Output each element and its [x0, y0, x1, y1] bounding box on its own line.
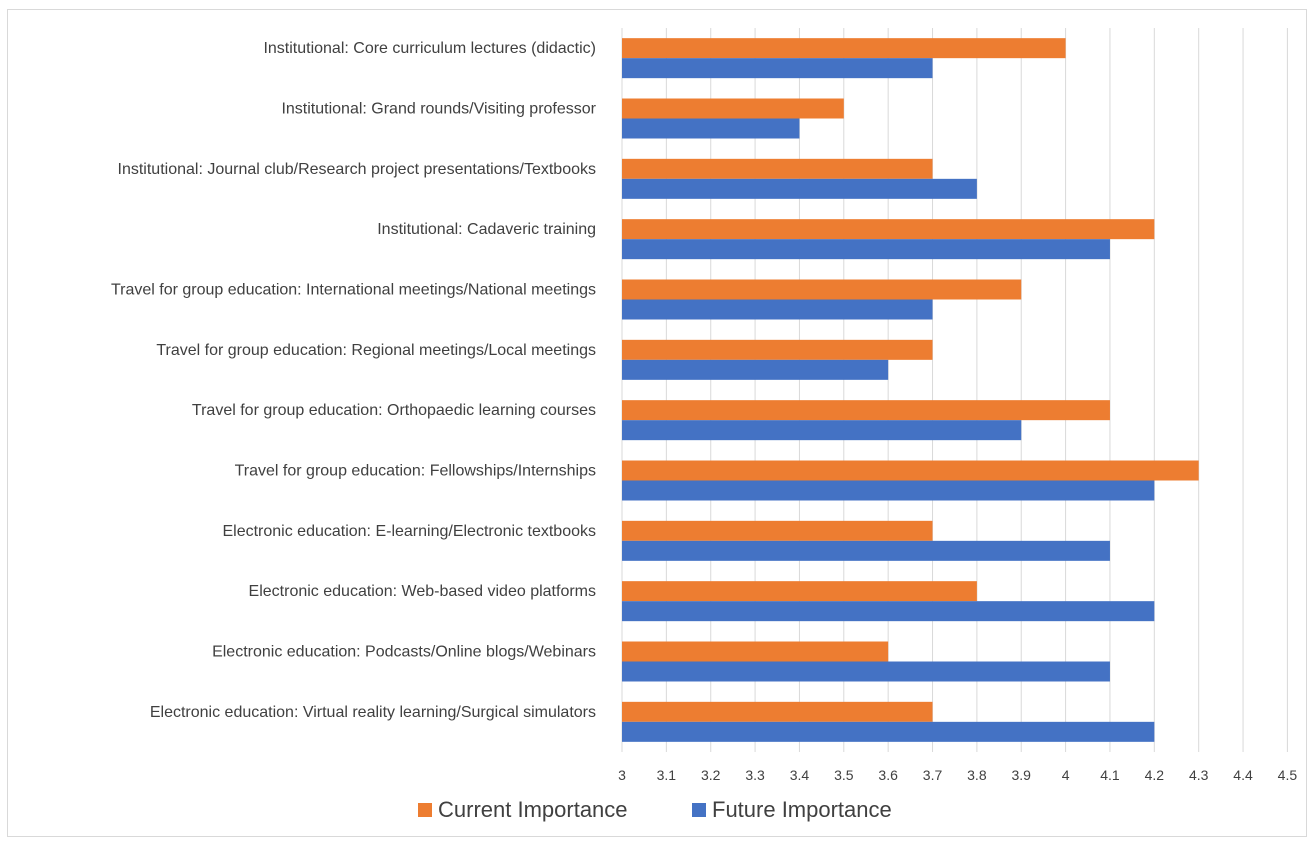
bar-future-importance — [622, 178, 977, 199]
legend: Current Importance Future Importance — [418, 797, 892, 822]
bar-future-importance — [622, 661, 1110, 682]
category-label: Electronic education: Virtual reality le… — [150, 704, 596, 721]
x-tick-label: 4.2 — [1145, 767, 1165, 783]
category-label: Electronic education: Web-based video pl… — [249, 583, 596, 600]
bar-future-importance — [622, 299, 933, 320]
bar-current-importance — [622, 641, 889, 662]
x-tick-label: 3.6 — [878, 767, 898, 783]
bar-current-importance — [622, 98, 844, 119]
x-tick-label: 4.3 — [1189, 767, 1209, 783]
bar-current-importance — [622, 219, 1155, 240]
category-label: Travel for group education: Fellowships/… — [235, 463, 596, 480]
gridlines — [621, 28, 1288, 752]
bar-current-importance — [622, 38, 1066, 59]
bar-future-importance — [622, 58, 933, 79]
x-tick-labels: 3 3.1 3.2 3.3 3.4 3.5 3.6 3.7 3.8 3.9 4 4.1 4.2 4.3 4.… — [618, 767, 1297, 783]
bar-future-importance — [622, 359, 889, 380]
category-label: Institutional: Core curriculum lectures … — [263, 40, 596, 57]
legend-label-current-importance: Current Importance — [438, 797, 628, 822]
x-tick-label: 4 — [1062, 767, 1070, 783]
x-tick-label: 4.1 — [1100, 767, 1120, 783]
category-label: Travel for group education: Regional mee… — [156, 342, 596, 359]
bar-current-importance — [622, 400, 1110, 421]
bar-current-importance — [622, 520, 933, 541]
category-labels: Institutional: Core curriculum lectures … — [111, 40, 597, 721]
bar-future-importance — [622, 420, 1022, 441]
bar-current-importance — [622, 279, 1022, 300]
bar-future-importance — [622, 118, 800, 139]
category-label: Institutional: Cadaveric training — [377, 221, 596, 238]
x-tick-label: 4.5 — [1278, 767, 1298, 783]
bar-current-importance — [622, 339, 933, 360]
legend-swatch-future-importance — [692, 803, 706, 817]
x-tick-label: 3.5 — [834, 767, 854, 783]
category-label: Travel for group education: Internationa… — [111, 282, 596, 299]
category-label: Institutional: Grand rounds/Visiting pro… — [281, 101, 596, 118]
bar-future-importance — [622, 601, 1155, 622]
x-tick-label: 3.2 — [701, 767, 721, 783]
category-label: Travel for group education: Orthopaedic … — [192, 402, 596, 419]
x-tick-label: 3.9 — [1012, 767, 1032, 783]
category-label: Electronic education: E-learning/Electro… — [222, 523, 596, 540]
bar-future-importance — [622, 721, 1155, 742]
x-tick-label: 3.1 — [657, 767, 677, 783]
bar-current-importance — [622, 701, 933, 722]
category-label: Electronic education: Podcasts/Online bl… — [212, 644, 596, 661]
category-label: Institutional: Journal club/Research pro… — [118, 161, 596, 178]
legend-swatch-current-importance — [418, 803, 432, 817]
bar-future-importance — [622, 480, 1155, 501]
bar-current-importance — [622, 158, 933, 179]
bar-current-importance — [622, 581, 977, 602]
x-tick-label: 3.7 — [923, 767, 943, 783]
legend-label-future-importance: Future Importance — [712, 797, 892, 822]
bar-future-importance — [622, 239, 1110, 260]
x-tick-label: 3.8 — [967, 767, 987, 783]
bar-future-importance — [622, 540, 1110, 561]
x-tick-label: 3.4 — [790, 767, 810, 783]
x-tick-label: 3.3 — [745, 767, 765, 783]
bar-current-importance — [622, 460, 1199, 481]
bars — [622, 38, 1199, 742]
x-tick-label: 3 — [618, 767, 626, 783]
x-tick-label: 4.4 — [1233, 767, 1253, 783]
